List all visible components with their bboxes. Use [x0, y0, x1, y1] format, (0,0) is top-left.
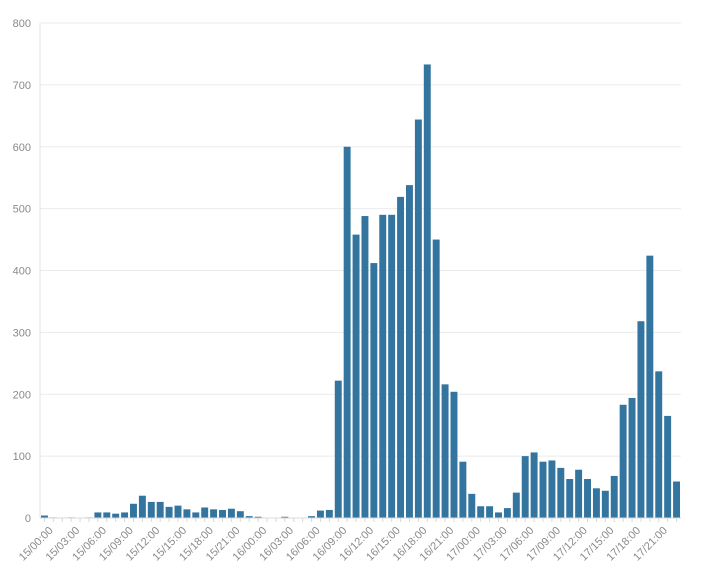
- bar-17-05-00: [512, 492, 520, 518]
- bar-17-06-00: [521, 456, 529, 518]
- y-tick-label: 500: [13, 204, 31, 216]
- bar-16-14-00: [379, 214, 387, 518]
- bar-16-18-00: [414, 119, 422, 519]
- bar-16-19-00: [423, 64, 431, 519]
- bar-15-21-00: [227, 508, 235, 518]
- bar-16-20-00: [432, 239, 440, 518]
- bar-16-08-00: [325, 509, 333, 518]
- bar-16-15-00: [388, 214, 396, 518]
- bar-17-13-00: [584, 479, 591, 518]
- bar-17-23-00: [673, 481, 681, 518]
- bar-17-21-00: [655, 371, 663, 518]
- bar-15-00-00: [40, 515, 48, 518]
- bar-17-10-00: [557, 467, 565, 518]
- bar-17-12-00: [575, 469, 583, 518]
- bar-17-22-00: [664, 415, 672, 518]
- bar-15-11-00: [138, 495, 146, 518]
- bars: [40, 64, 681, 519]
- bar-15-12-00: [147, 501, 155, 518]
- bar-16-13-00: [370, 263, 378, 518]
- bar-17-16-00: [610, 475, 618, 518]
- bar-16-12-00: [361, 216, 369, 519]
- bar-15-13-00: [156, 501, 164, 518]
- bar-17-04-00: [503, 508, 511, 518]
- bar-17-20-00: [646, 255, 654, 518]
- bar-16-06-00: [308, 516, 316, 518]
- bar-16-00-00: [254, 516, 262, 518]
- bar-17-18-00: [628, 397, 636, 518]
- bar-15-23-00: [245, 516, 253, 518]
- bar-15-15-00: [174, 505, 182, 518]
- bar-15-08-00: [112, 513, 120, 518]
- bar-15-18-00: [201, 507, 209, 518]
- bar-15-20-00: [219, 509, 226, 518]
- bar-15-14-00: [165, 506, 173, 518]
- bar-16-03-00: [281, 516, 289, 518]
- bar-17-14-00: [592, 488, 600, 518]
- bar-16-09-00: [334, 380, 342, 518]
- bar-17-02-00: [486, 506, 494, 518]
- bar-17-19-00: [637, 321, 645, 518]
- bar-17-17-00: [619, 404, 627, 518]
- bar-16-21-00: [441, 384, 449, 518]
- bar-15-16-00: [183, 509, 191, 518]
- y-tick-label: 100: [13, 451, 31, 463]
- bar-16-07-00: [316, 510, 324, 518]
- bar-16-11-00: [352, 234, 360, 519]
- bar-15-19-00: [210, 509, 218, 518]
- bar-15-06-00: [94, 512, 102, 518]
- y-tick-label: 400: [13, 266, 31, 278]
- bar-16-23-00: [459, 461, 467, 518]
- bar-17-07-00: [530, 452, 538, 518]
- y-tick-label: 800: [13, 18, 31, 30]
- bar-16-22-00: [450, 391, 458, 518]
- x-axis: 15/00:0015/03:0015/06:0015/09:0015/12:00…: [17, 517, 681, 563]
- y-tick-label: 700: [13, 80, 31, 92]
- bar-15-22-00: [236, 511, 244, 518]
- gridlines: [40, 22, 681, 519]
- bar-16-17-00: [405, 185, 413, 519]
- bar-17-03-00: [495, 512, 502, 518]
- bar-15-10-00: [130, 503, 137, 518]
- bar-17-09-00: [548, 460, 556, 518]
- bar-17-01-00: [477, 506, 485, 518]
- bar-16-10-00: [343, 146, 351, 518]
- y-tick-label: 200: [13, 389, 31, 401]
- y-tick-label: 300: [13, 327, 31, 339]
- bar-17-11-00: [566, 479, 574, 518]
- bar-17-00-00: [468, 493, 476, 518]
- bar-17-15-00: [601, 490, 609, 518]
- y-axis: 0 100 200 300 400 500 600 700 800: [13, 18, 41, 525]
- bar-16-16-00: [397, 196, 405, 518]
- bar-15-09-00: [121, 512, 129, 518]
- bar-15-17-00: [192, 512, 200, 518]
- y-tick-label: 0: [25, 513, 31, 525]
- bar-17-08-00: [539, 461, 547, 518]
- bar-15-07-00: [103, 512, 111, 518]
- y-tick-label: 600: [13, 142, 31, 154]
